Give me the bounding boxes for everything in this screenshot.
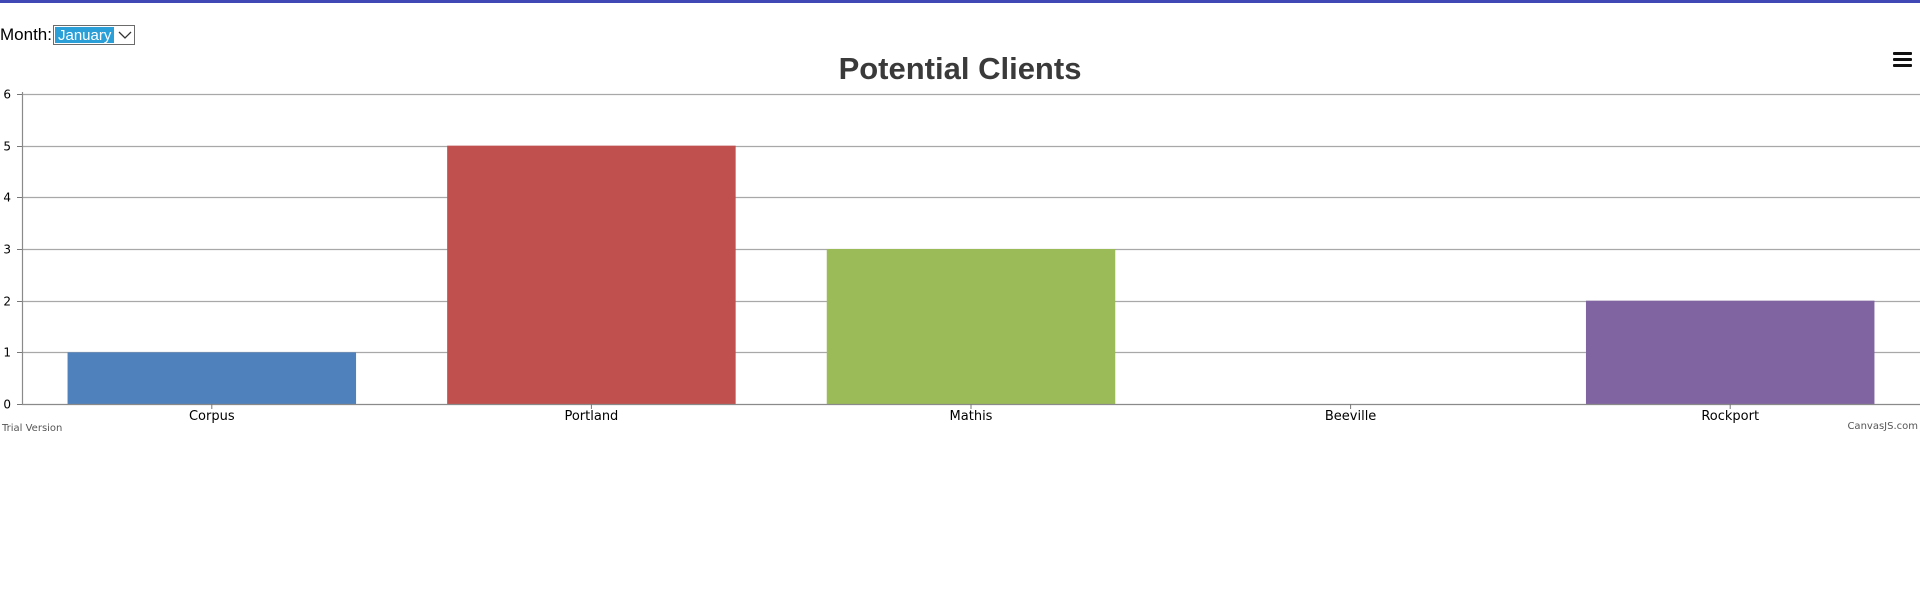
y-tick-label: 3 [3, 243, 11, 257]
x-tick-label-beeville: Beeville [1325, 409, 1376, 424]
bar-rockport [1585, 300, 1875, 404]
top-border [0, 0, 1920, 3]
y-tick-label: 6 [3, 88, 11, 102]
chart-title: Potential Clients [839, 51, 1082, 86]
canvasjs-credit[interactable]: CanvasJS.com [1847, 421, 1918, 432]
axes: 0 1 2 3 4 5 6 Corpus Portland Mathis Beeville Rockp… [3, 88, 1920, 424]
hamburger-menu-icon[interactable] [1893, 52, 1912, 68]
x-tick-label-mathis: Mathis [950, 409, 993, 424]
x-tick-label-portland: Portland [564, 409, 618, 424]
month-selected-value: January [54, 27, 115, 44]
month-label: Month: [0, 25, 52, 44]
x-tick-label-rockport: Rockport [1701, 409, 1759, 424]
bar-portland [447, 145, 736, 404]
y-tick-label: 0 [3, 398, 11, 412]
trial-version-credit: Trial Version [1, 423, 62, 434]
chevron-down-icon [115, 26, 134, 44]
y-tick-label: 5 [3, 140, 11, 154]
bar-corpus [67, 352, 357, 404]
y-tick-label: 2 [3, 295, 11, 309]
bars [67, 145, 1875, 404]
y-tick-label: 1 [3, 346, 11, 360]
month-filter: Month: January [0, 24, 135, 46]
y-tick-label: 4 [3, 191, 11, 205]
bar-mathis [826, 249, 1116, 404]
month-select[interactable]: January [52, 25, 135, 45]
x-tick-label-corpus: Corpus [189, 409, 235, 424]
